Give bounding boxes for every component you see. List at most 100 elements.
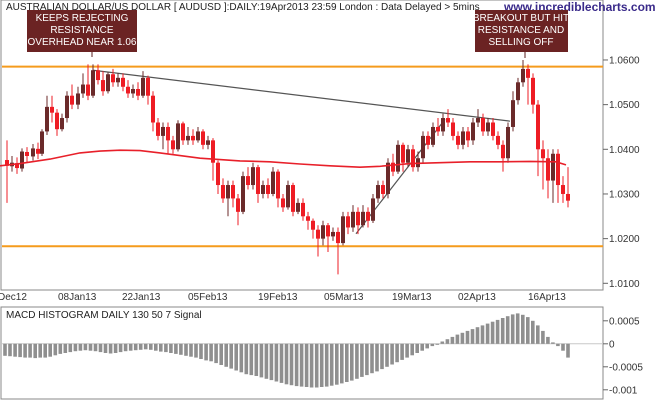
date-tick-label: 02Apr13 (458, 292, 496, 303)
annotation-box (27, 10, 137, 52)
macd-y-tick-label: -0.001 (609, 385, 638, 396)
macd-bar (536, 325, 540, 344)
macd-bar (179, 343, 183, 355)
macd-bar (209, 343, 213, 362)
macd-bar (515, 313, 520, 344)
macd-bar (365, 343, 369, 376)
candle-body (376, 185, 380, 199)
macd-bar (3, 343, 7, 356)
macd-bar (53, 343, 58, 356)
macd-bar (415, 343, 419, 353)
candle-body (566, 193, 570, 201)
candle-body (176, 123, 180, 150)
candle-body (266, 185, 270, 194)
macd-bar (73, 343, 78, 352)
macd-bar (123, 343, 128, 352)
candle-body (106, 74, 110, 92)
candle-body (231, 185, 235, 199)
candle-body (356, 211, 360, 226)
macd-bar (204, 343, 208, 361)
candle-body (341, 216, 345, 244)
annotation-text: KEEPS REJECTING (36, 13, 129, 24)
annotation-text: SELLING OFF (488, 37, 553, 48)
macd-bar (526, 317, 530, 344)
candle-body (411, 149, 415, 168)
macd-bar (169, 343, 173, 353)
candle-body (351, 211, 355, 228)
macd-bar (551, 342, 555, 344)
trendline (92, 69, 511, 122)
macd-chart-title: MACD HISTOGRAM DAILY 130 50 7 Signal (6, 310, 202, 321)
candle-body (216, 162, 220, 186)
macd-bar (304, 343, 309, 387)
candle-body (441, 118, 445, 132)
date-tick-label: 19Mar13 (392, 292, 432, 303)
macd-bar (98, 343, 103, 353)
macd-bar (214, 343, 218, 364)
candle-body (456, 135, 460, 145)
macd-bar (395, 343, 399, 363)
macd-bar (385, 343, 389, 367)
macd-bar (521, 314, 525, 344)
macd-bar (440, 341, 445, 344)
candle-body (296, 202, 300, 212)
date-tick-label: 05Mar13 (324, 292, 364, 303)
candle-body (461, 131, 465, 145)
macd-bar (184, 343, 188, 356)
candle-body (156, 122, 160, 136)
candle-body (241, 176, 245, 212)
candle-body (381, 185, 385, 194)
macd-bar (319, 343, 324, 387)
candle-body (166, 126, 170, 141)
macd-bar (48, 343, 52, 357)
macd-bar (455, 334, 460, 344)
candle-body (226, 185, 230, 199)
macd-bar (314, 343, 319, 388)
macd-bar (360, 343, 364, 377)
macd-bar (460, 332, 465, 344)
macd-bar (380, 343, 384, 370)
macd-bar (350, 343, 354, 381)
candle-body (366, 211, 370, 221)
macd-bar (108, 343, 113, 354)
candle-body (186, 135, 190, 141)
macd-y-axis: 0.0005 0 -0.0005 -0.001 (603, 316, 643, 396)
candle-body (141, 77, 145, 96)
macd-bar (450, 336, 455, 344)
macd-bar (546, 336, 550, 344)
candle-body (436, 126, 440, 132)
macd-bar (133, 343, 138, 351)
candle-body (391, 162, 395, 172)
macd-bar (8, 343, 12, 357)
candle-body (36, 148, 40, 154)
annotation-text: OVERHEAD NEAR 1.06 (28, 37, 137, 48)
candle-body (361, 211, 365, 226)
macd-bar (254, 343, 259, 376)
moving-average-line (0, 149, 567, 169)
candle-body (50, 106, 54, 113)
macd-bar (43, 343, 47, 358)
candle-body (481, 118, 485, 132)
candle-body (516, 82, 520, 101)
candle-body (346, 216, 350, 228)
candle-body (506, 126, 510, 159)
candle-body (511, 100, 515, 127)
macd-bar (485, 323, 490, 344)
candle-body (476, 118, 480, 123)
macd-bar (370, 343, 374, 374)
candle-body (60, 118, 64, 130)
candle-body (471, 122, 475, 141)
macd-bar (88, 343, 93, 351)
candle-body (131, 89, 135, 94)
candle-body (326, 225, 330, 237)
candle-body (271, 171, 275, 194)
annotation-text: RESISTANCE AND (478, 25, 565, 36)
candle-body (371, 198, 375, 221)
date-x-axis: Dec12 08Jan13 22Jan13 05Feb13 19Feb13 05Mar13… (0, 292, 566, 303)
macd-bar (420, 343, 424, 351)
trendlines (92, 69, 511, 235)
annotation-text: RESISTANCE (50, 25, 113, 36)
macd-bar (219, 343, 223, 365)
date-tick-label: 22Jan13 (122, 292, 161, 303)
